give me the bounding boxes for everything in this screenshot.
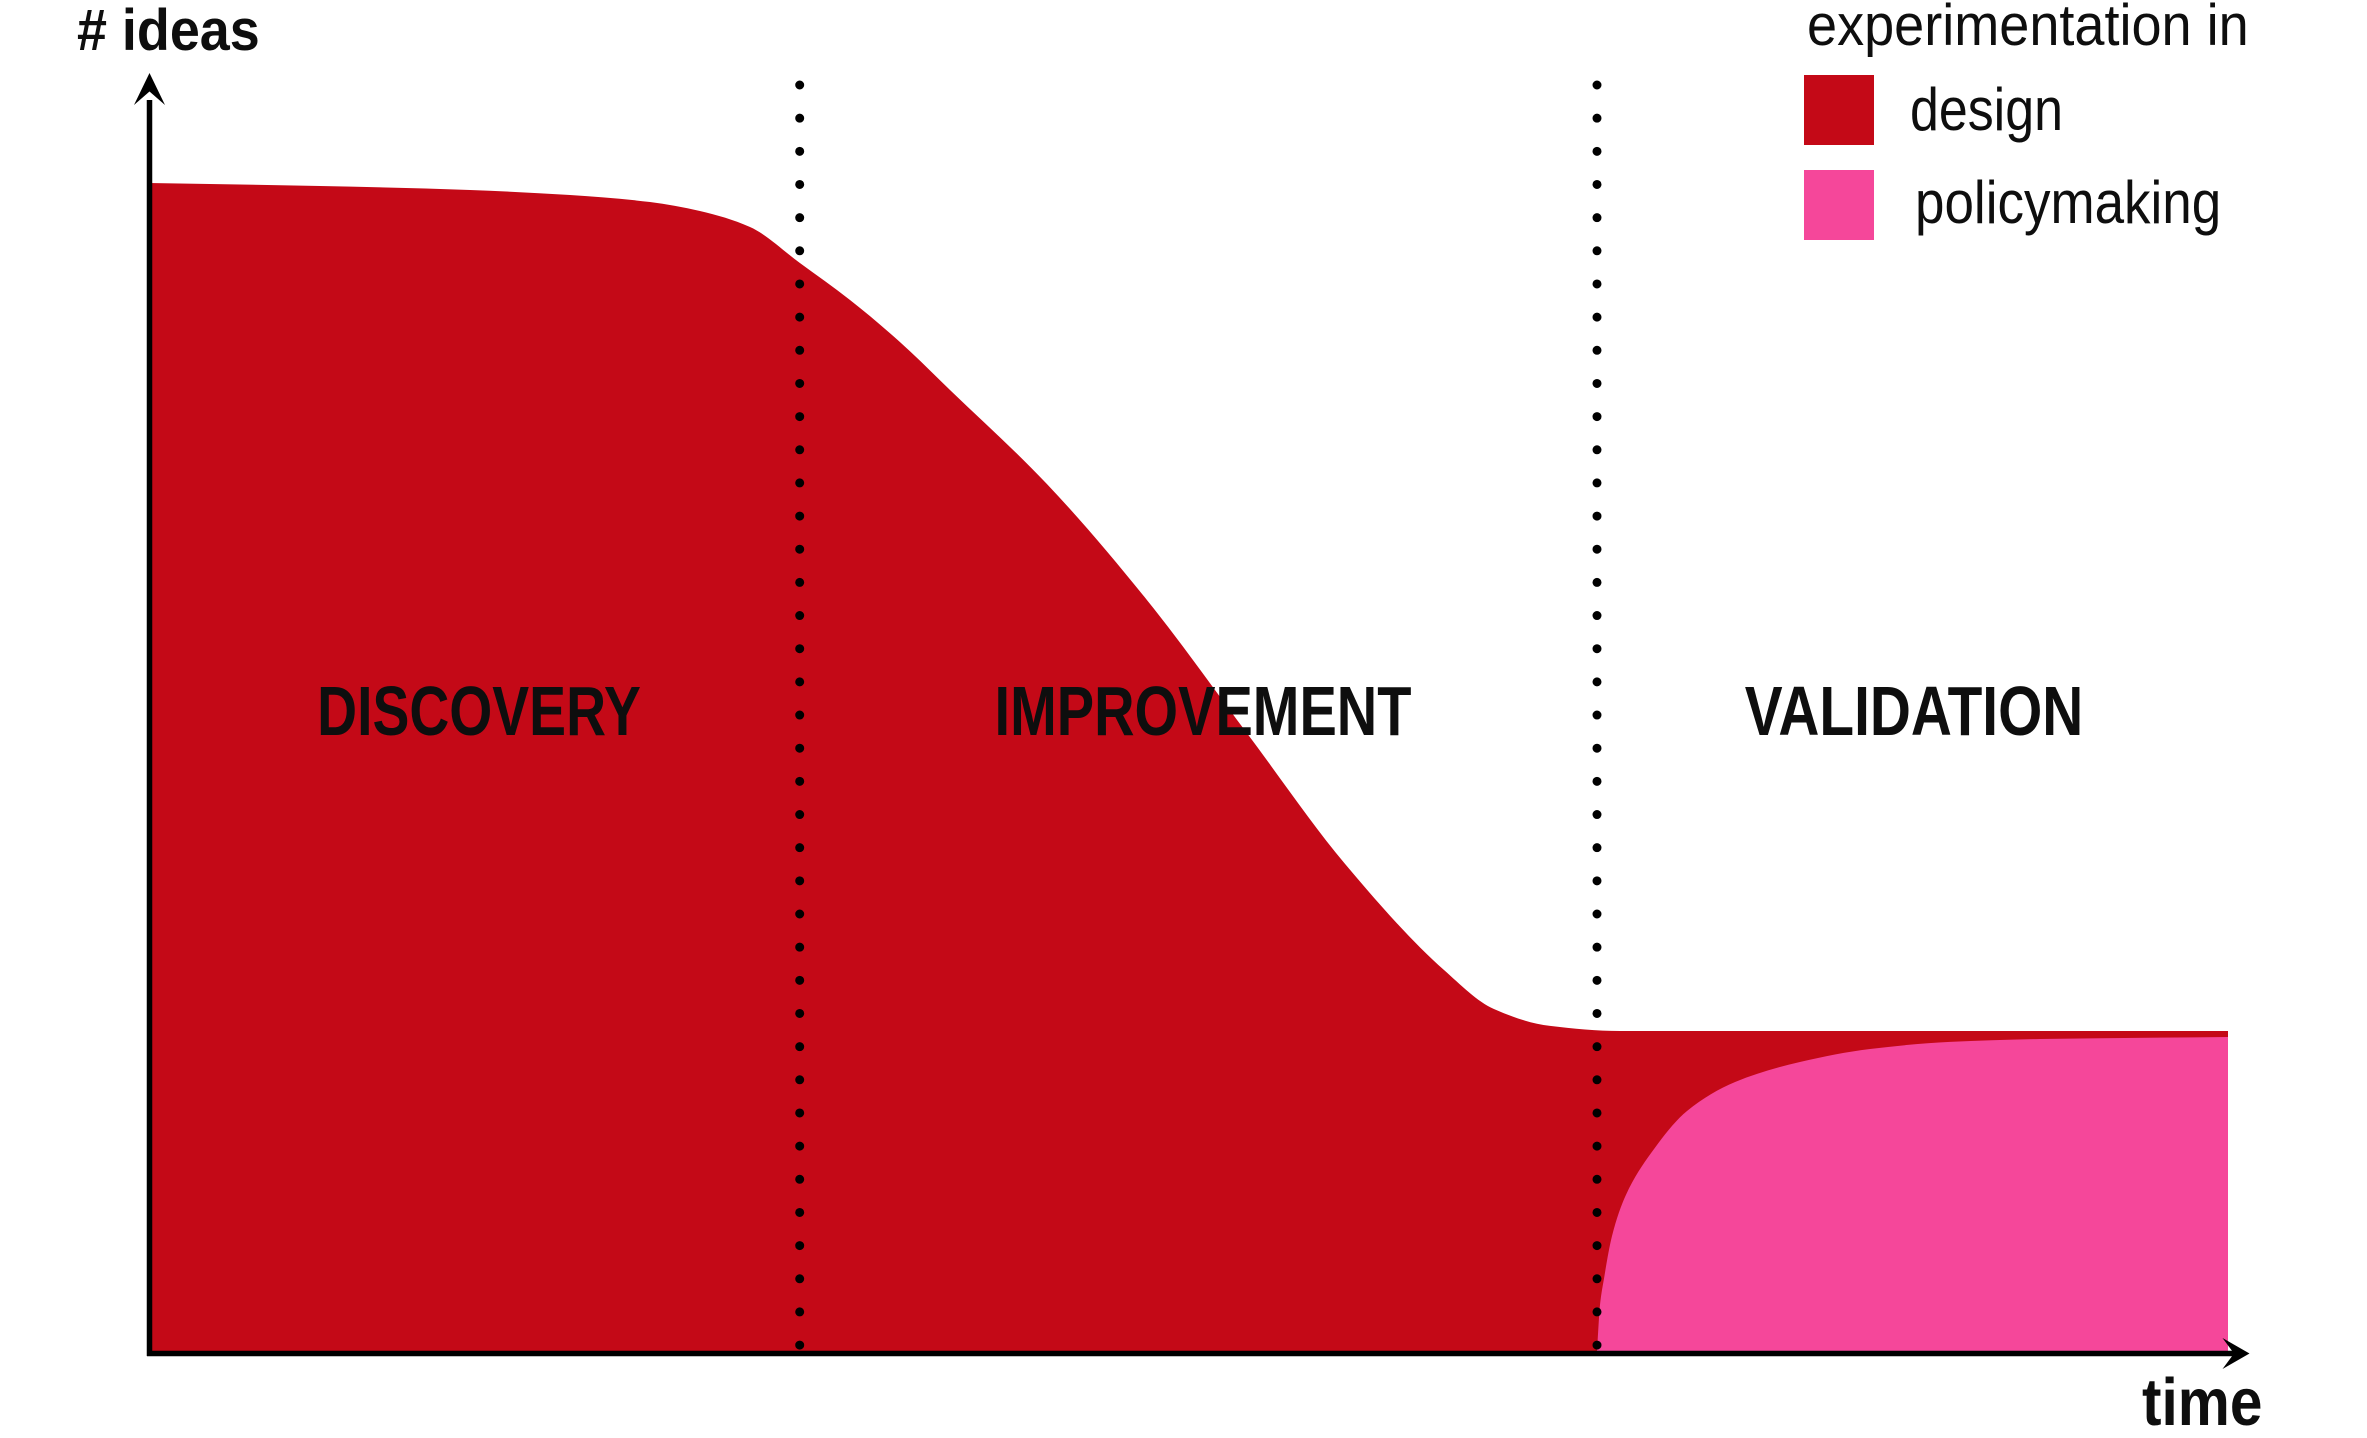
phase-label-discovery-text: DISCOVERY — [317, 672, 641, 750]
y-axis-label: # ideas — [77, 2, 274, 60]
phase-label-validation: VALIDATION — [1705, 676, 2122, 746]
legend-swatch-policymaking — [1804, 170, 1874, 240]
legend-label-design: design — [1910, 80, 2087, 140]
phase-label-improvement-text: IMPROVEMENT — [994, 672, 1412, 750]
phase-label-improvement: IMPROVEMENT — [942, 676, 1463, 746]
x-axis-arrowhead — [2222, 1338, 2250, 1369]
design-area-shape — [149, 183, 2228, 1351]
legend-label-design-text: design — [1910, 76, 2063, 143]
x-axis-label-text: time — [2142, 1365, 2263, 1438]
legend-label-policymaking-text: policymaking — [1915, 169, 2222, 236]
legend-title: experimentation in — [1807, 0, 2281, 55]
y-axis-label-text: # ideas — [77, 0, 260, 63]
phase-label-discovery: DISCOVERY — [274, 676, 684, 746]
legend-label-policymaking: policymaking — [1915, 173, 2262, 233]
legend-title-text: experimentation in — [1807, 0, 2249, 58]
phase-label-validation-text: VALIDATION — [1744, 672, 2084, 750]
policymaking-area-shape — [1597, 1037, 2228, 1351]
x-axis-label: time — [2142, 1369, 2280, 1436]
y-axis-arrowhead — [134, 73, 165, 105]
legend-swatch-design — [1804, 75, 1874, 145]
